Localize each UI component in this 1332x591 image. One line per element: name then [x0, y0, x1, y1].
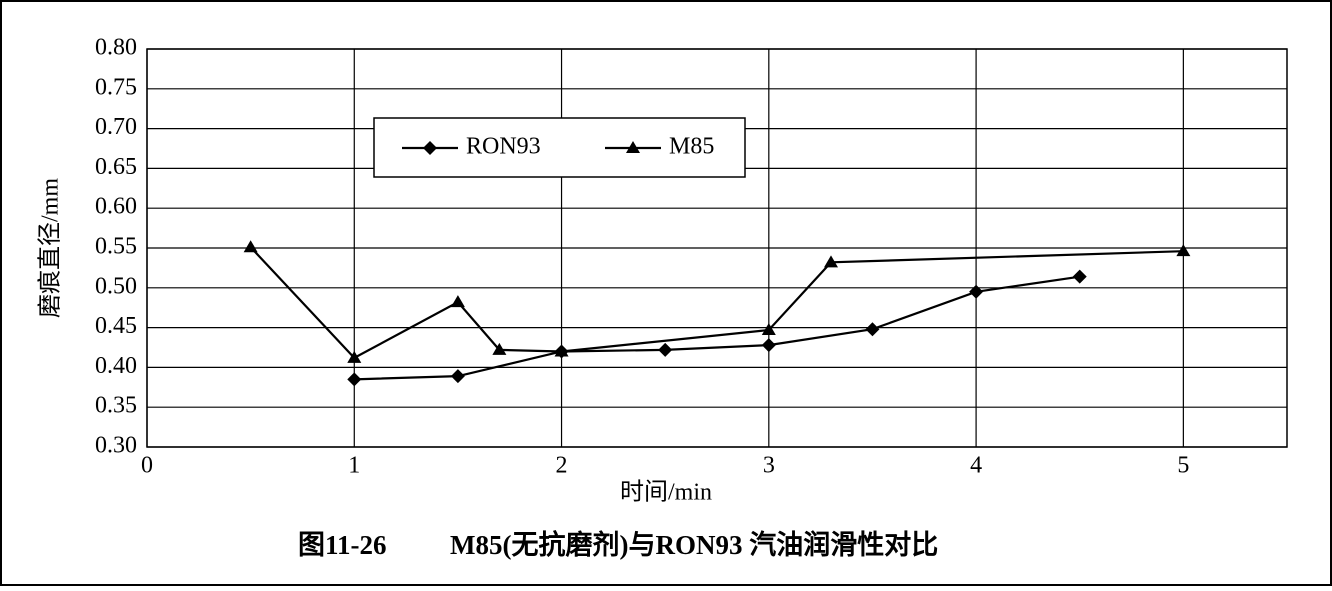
- triangle-marker: [492, 342, 507, 355]
- triangle-marker: [347, 350, 362, 363]
- series-line: [354, 275, 1080, 381]
- y-tick-label: 0.50: [95, 273, 137, 299]
- y-tick-label: 0.80: [95, 35, 137, 61]
- y-tick-label: 0.60: [95, 194, 137, 220]
- y-tick-label: 0.55: [95, 234, 137, 260]
- triangle-marker: [824, 255, 838, 268]
- x-tick-label: 4: [970, 453, 982, 479]
- figure-label: 图11-26: [298, 530, 387, 560]
- diamond-marker: [450, 369, 465, 384]
- y-tick-label: 0.45: [95, 313, 137, 339]
- x-tick-label: 0: [141, 453, 153, 479]
- x-tick-label: 2: [556, 453, 568, 479]
- chart-title: M85(无抗磨剂)与RON93 汽油润滑性对比: [450, 529, 938, 560]
- legend-label: M85: [669, 134, 714, 160]
- y-tick-label: 0.35: [95, 393, 137, 419]
- diamond-marker: [969, 284, 984, 299]
- diamond-marker: [658, 342, 673, 357]
- series-line: [249, 246, 1184, 360]
- diamond-marker: [423, 141, 437, 155]
- triangle-marker: [243, 240, 258, 253]
- x-tick-label: 5: [1177, 453, 1189, 479]
- triangle-marker: [554, 344, 569, 357]
- y-tick-label: 0.75: [95, 74, 137, 100]
- triangle-marker: [761, 322, 776, 335]
- y-tick-label: 0.30: [95, 433, 137, 459]
- legend-box: [373, 117, 746, 178]
- x-tick-label: 1: [348, 453, 360, 479]
- y-tick-label: 0.70: [95, 114, 137, 140]
- triangle-marker: [626, 141, 640, 153]
- legend-label: RON93: [466, 134, 541, 160]
- diamond-marker: [865, 322, 880, 337]
- x-tick-label: 3: [763, 453, 775, 479]
- triangle-marker: [1176, 244, 1191, 257]
- triangle-marker: [450, 295, 465, 308]
- y-tick-label: 0.65: [95, 154, 137, 180]
- x-axis-label: 时间/min: [620, 479, 712, 506]
- diamond-marker: [761, 338, 776, 353]
- diamond-marker: [347, 372, 362, 387]
- y-axis-label: 磨痕直径/mm: [37, 178, 64, 318]
- y-tick-label: 0.40: [95, 353, 137, 379]
- diamond-marker: [1072, 269, 1087, 284]
